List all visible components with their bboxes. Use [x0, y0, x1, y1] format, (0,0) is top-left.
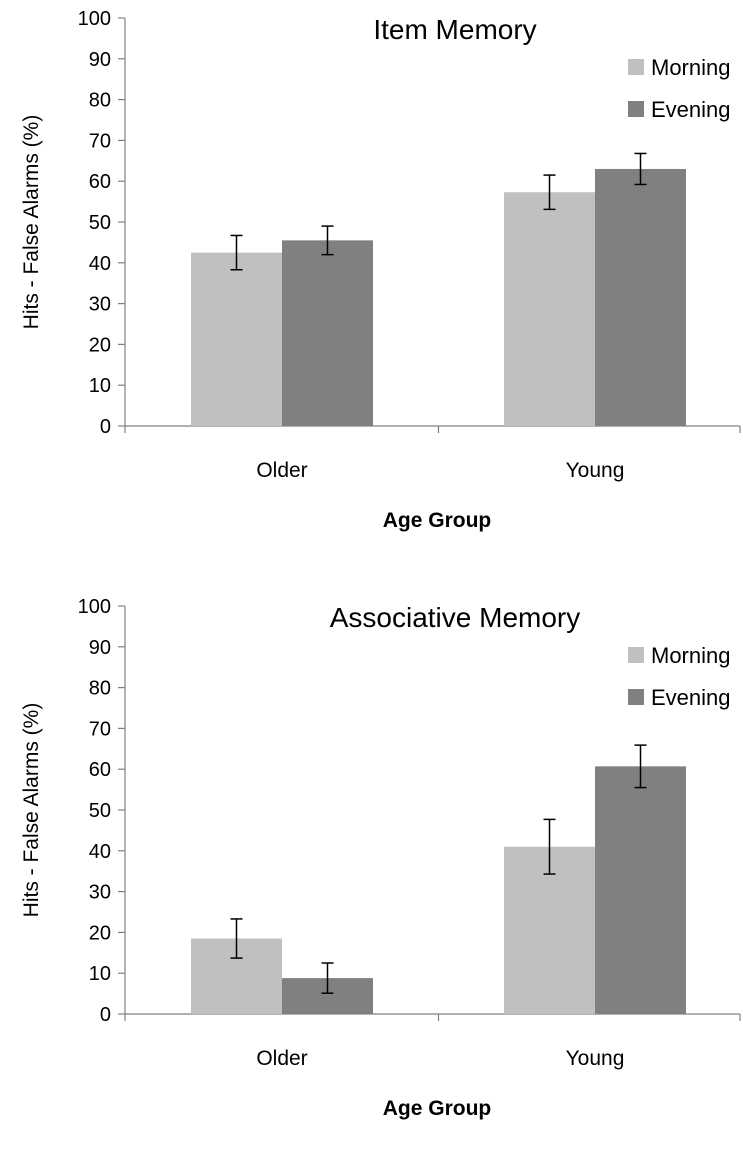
y-tick-label: 70 — [89, 718, 111, 740]
bar-morning-older — [191, 252, 282, 426]
y-tick-label: 20 — [89, 334, 111, 356]
y-axis-title: Hits - False Alarms (%) — [20, 115, 43, 330]
bar-evening-young — [595, 168, 686, 426]
y-tick-label: 10 — [89, 375, 111, 397]
y-tick-label: 30 — [89, 294, 111, 316]
x-axis-title: Age Group — [383, 1097, 492, 1120]
y-tick-label: 0 — [100, 1004, 111, 1026]
y-tick-label: 60 — [89, 171, 111, 193]
y-tick-label: 30 — [89, 882, 111, 904]
y-tick-label: 90 — [89, 637, 111, 659]
bar-evening-older — [282, 240, 373, 426]
chart-title: Associative Memory — [330, 602, 581, 633]
legend-swatch-morning — [628, 59, 644, 75]
y-tick-label: 100 — [78, 8, 111, 30]
chart-title: Item Memory — [373, 14, 536, 45]
y-tick-label: 0 — [100, 416, 111, 438]
legend-label-evening: Evening — [651, 685, 731, 710]
y-tick-label: 40 — [89, 253, 111, 275]
legend-label-evening: Evening — [651, 97, 731, 122]
y-tick-label: 40 — [89, 841, 111, 863]
y-tick-label: 80 — [89, 678, 111, 700]
y-tick-label: 20 — [89, 922, 111, 944]
x-category-label: Older — [256, 459, 307, 482]
y-tick-label: 90 — [89, 49, 111, 71]
y-tick-label: 100 — [78, 596, 111, 618]
y-axis-title: Hits - False Alarms (%) — [20, 703, 43, 918]
legend-swatch-evening — [628, 101, 644, 117]
y-tick-label: 80 — [89, 90, 111, 112]
bar-morning-young — [504, 192, 595, 426]
legend-swatch-evening — [628, 689, 644, 705]
legend-label-morning: Morning — [651, 55, 730, 80]
bar-evening-young — [595, 766, 686, 1014]
x-axis-title: Age Group — [383, 509, 492, 532]
associative-memory-chart: 0 10 20 30 40 50 60 70 80 90 100 Older Young Associat… — [20, 596, 741, 1120]
x-category-label: Older — [256, 1047, 307, 1070]
item-memory-chart: 0 10 20 30 40 50 60 70 80 90 100 Older Young Item Mem… — [20, 8, 741, 532]
y-tick-label: 10 — [89, 963, 111, 985]
y-tick-label: 50 — [89, 800, 111, 822]
x-category-label: Young — [566, 1047, 625, 1070]
x-category-label: Young — [566, 459, 625, 482]
y-tick-label: 70 — [89, 130, 111, 152]
y-tick-label: 50 — [89, 212, 111, 234]
legend-swatch-morning — [628, 647, 644, 663]
y-tick-label: 60 — [89, 759, 111, 781]
legend-label-morning: Morning — [651, 643, 730, 668]
